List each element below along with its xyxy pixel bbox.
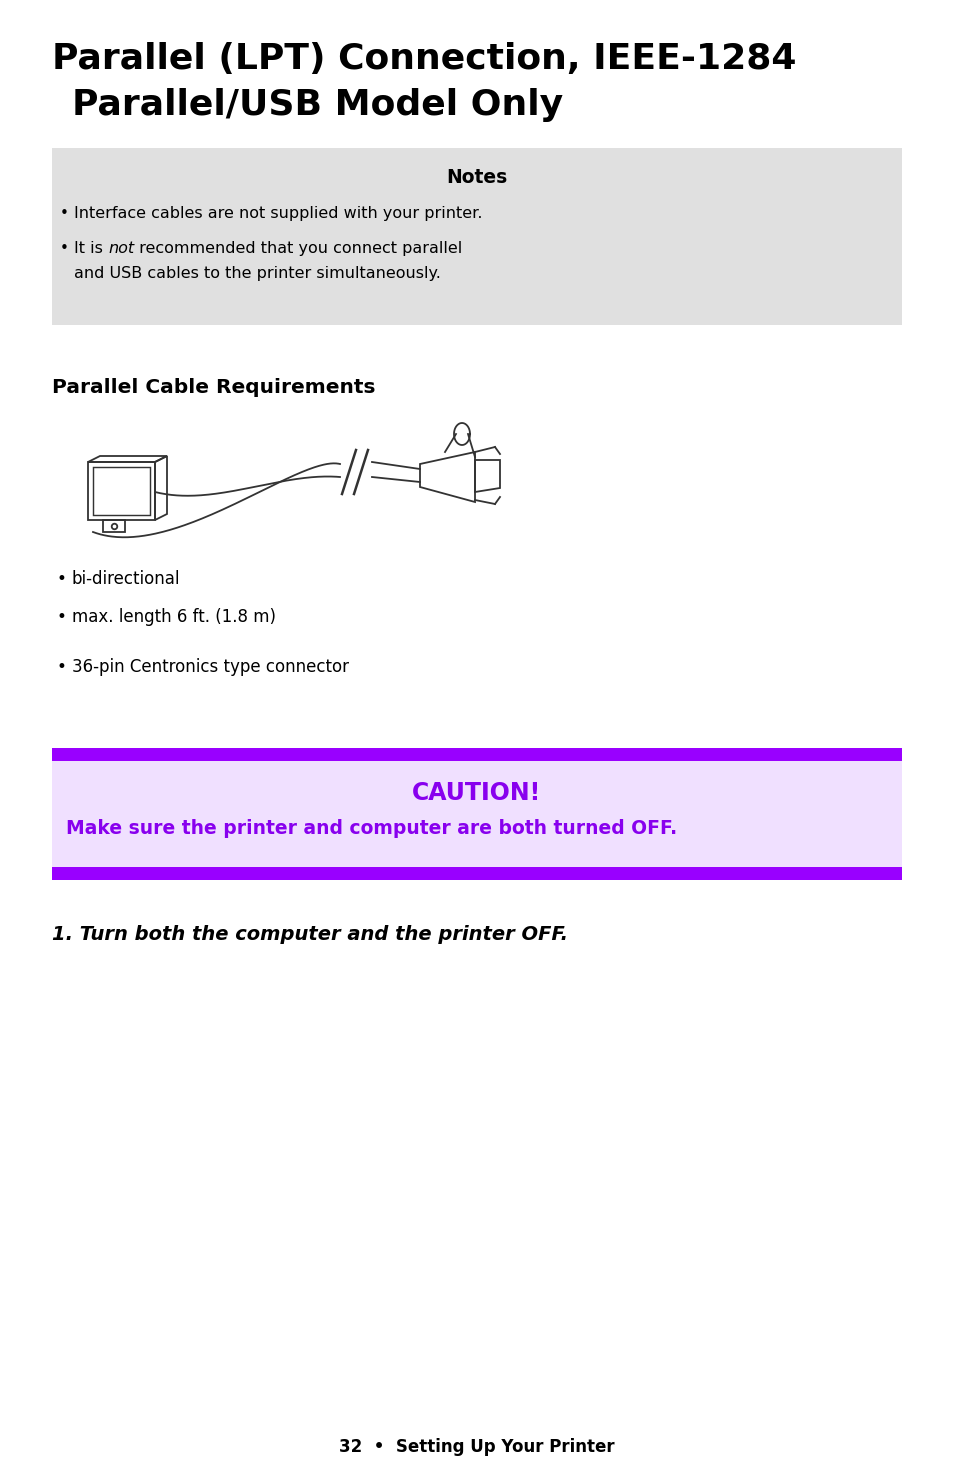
- Text: Parallel/USB Model Only: Parallel/USB Model Only: [71, 88, 562, 122]
- Text: Parallel (LPT) Connection, IEEE-1284: Parallel (LPT) Connection, IEEE-1284: [52, 41, 796, 77]
- Text: 1. Turn both the computer and the printer OFF.: 1. Turn both the computer and the printe…: [52, 925, 567, 944]
- Text: Notes: Notes: [446, 168, 507, 187]
- Text: Parallel Cable Requirements: Parallel Cable Requirements: [52, 378, 375, 397]
- Text: •: •: [57, 569, 67, 589]
- Text: It is: It is: [74, 240, 108, 257]
- FancyBboxPatch shape: [52, 148, 901, 324]
- Text: Interface cables are not supplied with your printer.: Interface cables are not supplied with y…: [74, 207, 482, 221]
- Text: max. length 6 ft. (1.8 m): max. length 6 ft. (1.8 m): [71, 608, 275, 625]
- Text: •: •: [57, 658, 67, 676]
- Text: •: •: [60, 240, 69, 257]
- Text: not: not: [108, 240, 134, 257]
- Text: 36-pin Centronics type connector: 36-pin Centronics type connector: [71, 658, 349, 676]
- Text: •: •: [60, 207, 69, 221]
- Text: bi-directional: bi-directional: [71, 569, 180, 589]
- Text: CAUTION!: CAUTION!: [412, 780, 541, 805]
- FancyBboxPatch shape: [52, 867, 901, 881]
- Text: Make sure the printer and computer are both turned OFF.: Make sure the printer and computer are b…: [66, 819, 677, 838]
- FancyBboxPatch shape: [52, 748, 901, 761]
- Text: 32  •  Setting Up Your Printer: 32 • Setting Up Your Printer: [339, 1438, 614, 1456]
- Text: •: •: [57, 608, 67, 625]
- Text: and USB cables to the printer simultaneously.: and USB cables to the printer simultaneo…: [74, 266, 440, 282]
- FancyBboxPatch shape: [52, 761, 901, 867]
- Text: recommended that you connect parallel: recommended that you connect parallel: [133, 240, 462, 257]
